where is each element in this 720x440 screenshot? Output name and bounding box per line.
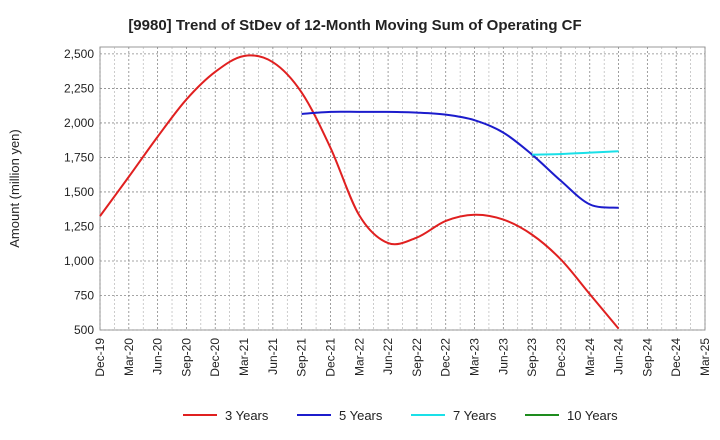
x-tick-label: Dec-19 bbox=[93, 338, 107, 377]
series-line-7-years bbox=[532, 150, 619, 156]
x-tick-label: Dec-23 bbox=[554, 338, 568, 377]
x-tick-label: Jun-22 bbox=[381, 338, 395, 375]
series-lines bbox=[99, 54, 620, 330]
x-tick-label: Mar-25 bbox=[698, 338, 712, 376]
x-tick-label: Mar-24 bbox=[583, 338, 597, 376]
series-line-3-years bbox=[99, 54, 620, 330]
x-tick-label: Dec-22 bbox=[439, 338, 453, 377]
x-tick-label: Mar-20 bbox=[122, 338, 136, 376]
y-tick-label: 1,500 bbox=[64, 185, 94, 199]
y-tick-label: 2,500 bbox=[64, 47, 94, 61]
legend-label: 3 Years bbox=[225, 408, 269, 423]
x-tick-label: Dec-20 bbox=[208, 338, 222, 377]
y-tick-label: 500 bbox=[74, 323, 94, 337]
legend-label: 5 Years bbox=[339, 408, 383, 423]
x-tick-label: Mar-23 bbox=[468, 338, 482, 376]
y-tick-label: 2,250 bbox=[64, 81, 94, 95]
y-tick-label: 750 bbox=[74, 288, 94, 302]
y-tick-label: 1,750 bbox=[64, 150, 94, 164]
x-tick-label: Jun-21 bbox=[266, 338, 280, 375]
legend: 3 Years 5 Years 7 Years 10 Years bbox=[183, 408, 618, 423]
x-axis-ticks: Dec-19 Mar-20 Jun-20 Sep-20 Dec-20 Mar-21 Jun-… bbox=[93, 338, 712, 377]
x-tick-label: Sep-23 bbox=[525, 338, 539, 377]
x-tick-label: Dec-24 bbox=[669, 338, 683, 377]
y-tick-label: 1,000 bbox=[64, 254, 94, 268]
y-axis-label: Amount (million yen) bbox=[7, 129, 22, 248]
y-axis-ticks: 500 750 1,000 1,250 1,500 1,750 2,000 2,250 2,50… bbox=[64, 47, 94, 337]
x-tick-label: Jun-20 bbox=[151, 338, 165, 375]
x-tick-label: Dec-21 bbox=[323, 338, 337, 377]
x-tick-label: Sep-22 bbox=[410, 338, 424, 377]
y-tick-label: 1,250 bbox=[64, 219, 94, 233]
grid-lines bbox=[99, 47, 706, 331]
legend-label: 10 Years bbox=[567, 408, 618, 423]
x-tick-label: Mar-21 bbox=[237, 338, 251, 376]
x-tick-label: Sep-24 bbox=[640, 338, 654, 377]
series-line-5-years bbox=[301, 110, 619, 209]
x-tick-label: Jun-23 bbox=[496, 338, 510, 375]
x-tick-label: Mar-22 bbox=[352, 338, 366, 376]
y-tick-label: 2,000 bbox=[64, 116, 94, 130]
chart-title: [9980] Trend of StDev of 12-Month Moving… bbox=[128, 17, 581, 34]
x-tick-label: Sep-20 bbox=[179, 338, 193, 377]
x-tick-label: Sep-21 bbox=[295, 338, 309, 377]
legend-label: 7 Years bbox=[453, 408, 497, 423]
x-tick-label: Jun-24 bbox=[612, 338, 626, 375]
